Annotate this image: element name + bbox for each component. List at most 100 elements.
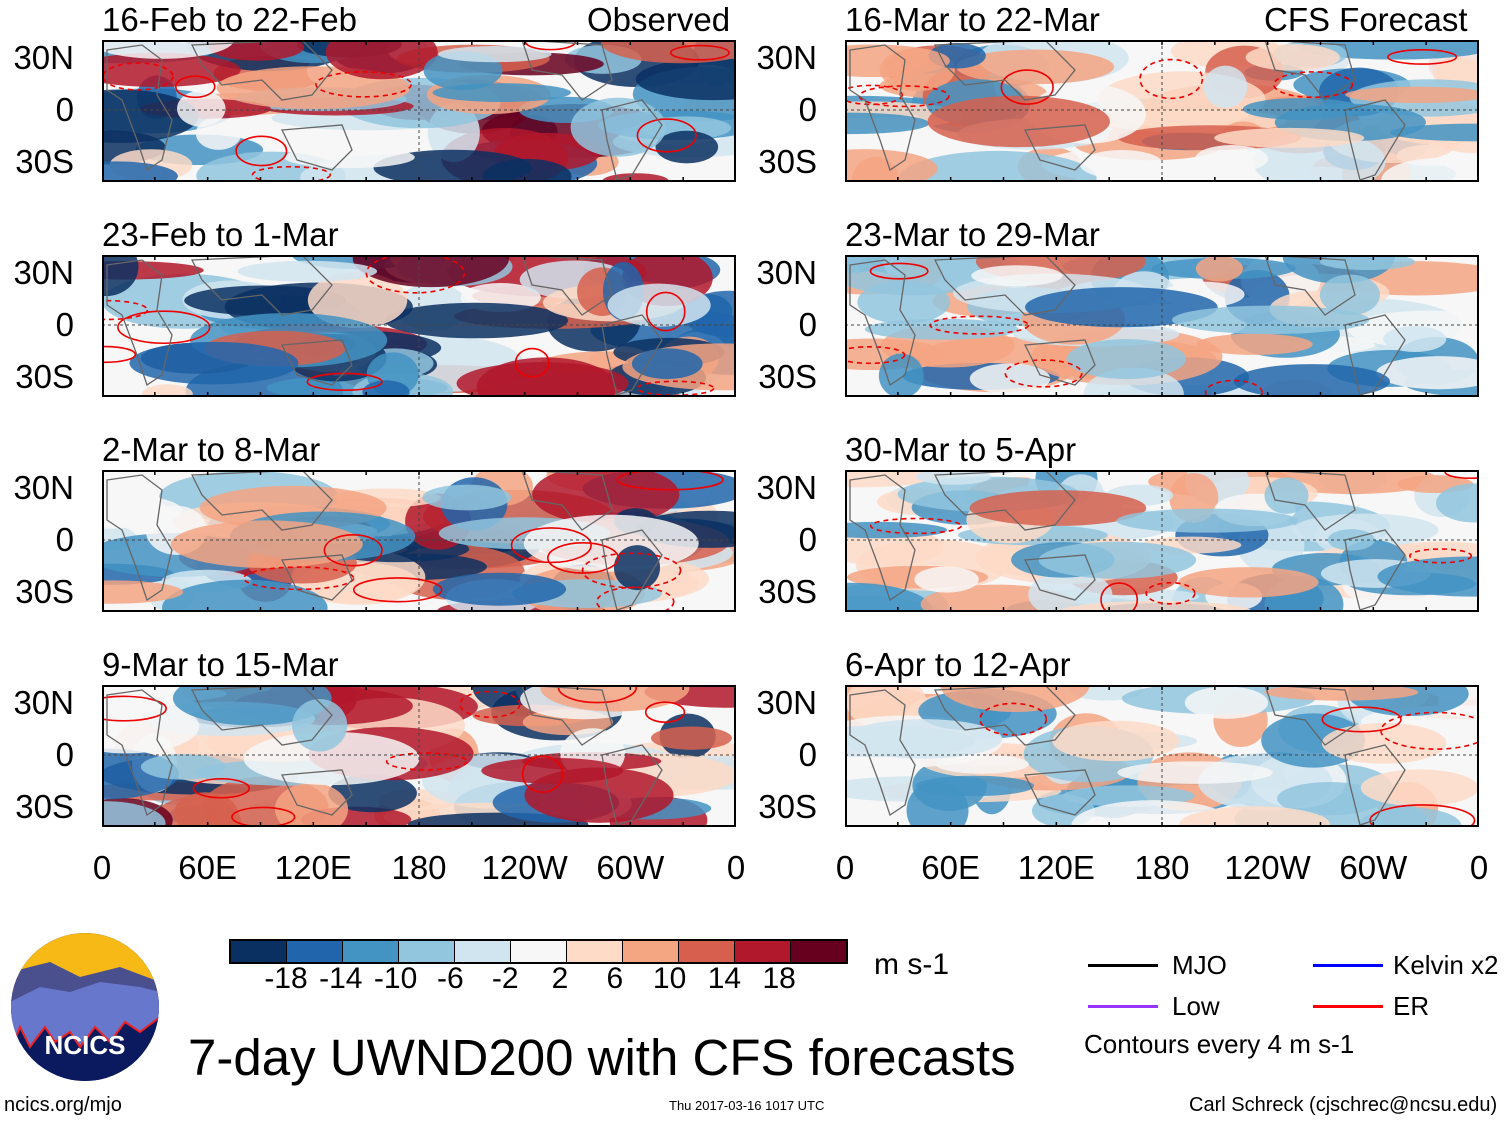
colorbar-bin [343,941,399,962]
wind-anomaly-blob [481,757,624,784]
wind-anomaly-blob [845,719,1003,759]
wind-anomaly-blob [915,775,1035,797]
footer-url[interactable]: ncics.org/mjo [4,1094,122,1116]
panel-title: 23-Mar to 29-Mar [845,216,1100,253]
wind-anomaly-blob [362,380,410,397]
figure-title: 7-day UWND200 with CFS forecasts [188,1029,1016,1086]
wind-anomaly-blob [845,149,938,182]
er-contour [845,345,906,365]
legend-mjo-line [1088,964,1158,967]
lat-label: 30S [15,788,74,825]
cfs-forecast-label: CFS Forecast [1264,1,1468,38]
wind-anomaly-blob [162,579,328,612]
colorbar-tick-label: -18 [264,962,308,995]
lat-label: 30N [756,684,817,721]
lon-label: 60E [178,849,238,886]
lat-label: 30S [15,358,74,395]
er-contour [174,75,216,99]
colorbar-bin [567,941,623,962]
wind-anomaly-blob [102,161,178,182]
wind-anomaly-blob [1242,98,1362,120]
lat-label: 30S [15,143,74,180]
wind-anomaly-blob [243,731,420,786]
footer-author: Carl Schreck (cjschrec@ncsu.edu) [1189,1094,1498,1116]
lat-label: 30N [13,254,74,291]
er-contour [385,752,468,771]
wind-anomaly-blob [1264,685,1419,701]
coastlines [106,685,663,826]
map-panel [845,40,1479,182]
wind-anomaly-blob [325,40,438,80]
wind-anomaly-blob [935,754,1029,774]
colorbar-tick-label: 14 [707,962,742,995]
wind-anomaly-blob [956,49,1115,85]
er-contour [1273,71,1354,99]
colorbar-tick-label: 18 [762,962,796,995]
wind-anomaly-blob [631,348,703,380]
logo-text: NCICS [45,1030,126,1060]
lon-label: 0 [92,849,112,886]
wind-anomaly-blob [1171,305,1370,335]
er-contour [547,542,619,574]
er-contour [459,690,521,718]
map-panel [102,40,736,182]
wind-anomaly-blob [1381,158,1479,182]
wind-anomaly-blob [1195,145,1269,173]
er-contour [102,695,167,722]
legend-er-label: ER [1393,991,1430,1021]
wind-anomaly-blob [1383,326,1447,352]
er-contour [644,701,686,723]
er-contour [1408,548,1473,564]
panel-title: 2-Mar to 8-Mar [102,431,321,468]
wind-anomaly-blob [1195,255,1243,282]
wind-anomaly-blob [969,363,1051,395]
wind-anomaly-blob [352,255,510,288]
er-contour [323,533,383,567]
wind-anomaly-blob [1178,567,1319,598]
lon-label: 120W [1224,849,1311,886]
wind-anomaly-blob [971,265,1063,287]
er-contour [1204,379,1263,397]
wind-anomaly-blob [1184,686,1268,719]
er-contour [979,702,1048,736]
wind-anomaly-blob [140,754,226,780]
er-contour [670,44,730,61]
wind-anomaly-blob [650,726,732,750]
er-contour [869,262,929,280]
colorbar-bin [791,941,846,962]
wind-anomaly-blob [1360,769,1479,807]
lat-label: 30N [756,469,817,506]
er-contour [616,470,724,491]
wind-anomaly-blob [1264,477,1309,514]
wind-anomaly-blob [177,90,226,127]
wind-anomaly-blob [570,97,667,157]
wind-anomaly-blob [292,699,348,752]
lat-label: 30N [756,39,817,76]
panel-title: 9-Mar to 15-Mar [102,646,339,683]
er-contour [117,310,211,345]
lat-label: 30N [13,469,74,506]
colorbar-tick-label: -2 [491,962,519,995]
colorbar-tick-label: -6 [437,962,464,995]
er-contour [365,255,466,294]
lon-label: 180 [391,849,447,886]
er-contour [235,135,288,167]
colorbar-tick-label: -10 [373,962,418,995]
coastlines [849,255,1406,396]
wind-anomaly-blob [898,150,1097,182]
wind-anomaly-blob [274,782,349,827]
legend-contour-note: Contours every 4 m s-1 [1084,1029,1355,1059]
er-contour [521,755,564,794]
colorbar-bin [399,941,455,962]
wind-anomaly-blob [1233,364,1391,397]
map-panel [102,470,736,612]
colorbar [229,939,848,964]
wind-anomaly-blob [1066,339,1187,379]
wind-anomaly-blob [635,58,736,101]
wind-anomaly-blob [102,801,166,827]
lat-label: 30S [758,788,817,825]
wind-anomaly-blob [1203,65,1248,109]
er-contour [596,586,675,612]
lon-label: 120E [274,849,352,886]
observed-label: Observed [587,1,731,38]
